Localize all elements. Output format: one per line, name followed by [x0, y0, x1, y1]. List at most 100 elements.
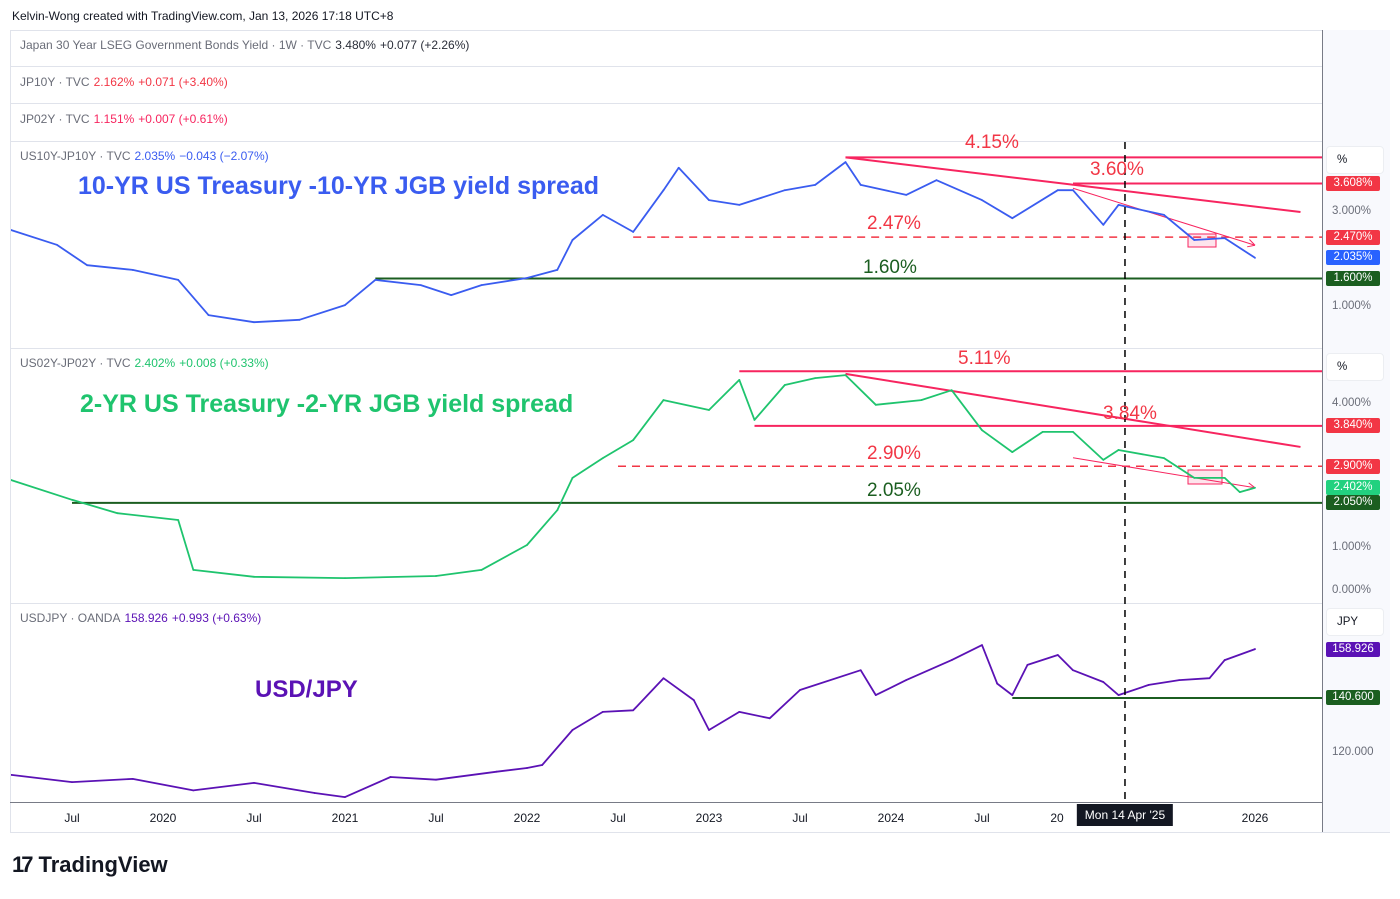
legend-value: 3.480% — [335, 38, 376, 52]
data-point — [768, 717, 771, 720]
legend-symbol: US10Y-JP10Y · TVC — [20, 149, 131, 163]
data-point — [86, 264, 89, 267]
legend-symbol: USDJPY · OANDA — [20, 611, 121, 625]
trend-line — [1072, 457, 1256, 489]
data-point — [981, 429, 983, 432]
time-tick: 2024 — [877, 811, 905, 825]
data-point — [435, 778, 437, 781]
data-point — [920, 399, 923, 401]
data-point — [708, 409, 710, 411]
data-point — [632, 439, 635, 441]
legend-value: 2.402% — [134, 356, 176, 370]
data-point — [662, 399, 665, 401]
data-point — [950, 389, 953, 392]
data-point — [996, 682, 999, 685]
series-line — [11, 161, 1256, 324]
data-point — [1117, 694, 1120, 696]
data-point — [859, 669, 862, 672]
legend-change: +0.993 (+0.63%) — [171, 611, 262, 625]
level-label: 5.11% — [958, 348, 1011, 370]
arrow-head — [1247, 244, 1256, 248]
price-tick: 0.000% — [1332, 584, 1372, 596]
crosshair-time-label: Mon 14 Apr '25 — [1076, 804, 1174, 826]
data-point — [55, 243, 58, 246]
unit-button[interactable]: % — [1326, 146, 1384, 174]
price-label: 1.600% — [1326, 271, 1380, 286]
data-point — [571, 729, 574, 731]
data-point — [905, 679, 908, 682]
data-point — [11, 479, 13, 481]
data-point — [313, 792, 316, 794]
legend-symbol: US02Y-JP02Y · TVC — [20, 356, 131, 370]
level-label: 4.15% — [965, 132, 1019, 154]
data-point — [480, 284, 483, 287]
data-point — [981, 199, 983, 202]
price-label: 158.926 — [1326, 641, 1380, 657]
data-point — [207, 314, 210, 316]
data-point — [601, 457, 604, 460]
pane-2 — [11, 644, 1322, 798]
data-point — [783, 189, 786, 192]
data-point — [677, 166, 680, 169]
legend-3: US10Y-JP10Y · TVC 2.035% −0.043 (−2.07%) — [20, 149, 269, 163]
data-point — [874, 694, 877, 696]
legend-2: JP02Y · TVC 1.151% +0.007 (+0.61%) — [20, 112, 228, 126]
data-point — [177, 519, 180, 521]
data-point — [450, 294, 453, 297]
data-point — [844, 161, 847, 164]
data-point — [526, 767, 528, 769]
data-point — [571, 239, 574, 241]
data-point — [192, 789, 195, 792]
data-point — [541, 764, 544, 766]
level-label: 3.60% — [1090, 158, 1144, 180]
legend-symbol: Japan 30 Year LSEG Government Bonds Yiel… — [20, 38, 332, 52]
data-point — [374, 279, 377, 281]
highlight-box — [1187, 233, 1217, 248]
unit-button[interactable]: % — [1326, 353, 1384, 381]
data-point — [632, 709, 635, 712]
data-point — [480, 569, 483, 571]
data-point — [783, 384, 786, 386]
price-label: 2.050% — [1326, 495, 1380, 511]
legend-change: −0.043 (−2.07%) — [179, 149, 269, 163]
data-point — [1011, 451, 1014, 454]
pane-title: USD/JPY — [255, 676, 358, 703]
data-point — [495, 770, 498, 773]
time-tick: 2022 — [513, 811, 541, 825]
price-label: 3.840% — [1326, 418, 1380, 434]
time-tick: Jul — [64, 811, 80, 825]
data-point — [192, 569, 195, 571]
data-point — [1254, 648, 1256, 650]
data-point — [1254, 256, 1256, 259]
unit-button[interactable]: JPY — [1326, 608, 1384, 636]
data-point — [1102, 458, 1105, 461]
data-point — [1238, 491, 1241, 493]
data-point — [1072, 669, 1074, 672]
data-point — [253, 782, 255, 784]
tradingview-logo: 17 TradingView — [12, 852, 168, 877]
data-point — [950, 659, 953, 661]
data-point — [344, 304, 346, 306]
data-point — [1056, 654, 1059, 656]
price-label: 3.608% — [1326, 175, 1380, 191]
data-point — [799, 689, 801, 691]
data-point — [1254, 486, 1256, 489]
legend-value: 2.162% — [93, 75, 135, 89]
data-point — [874, 403, 877, 406]
data-point — [1102, 681, 1105, 683]
data-point — [1072, 189, 1074, 192]
data-point — [11, 773, 13, 776]
legend-5: USDJPY · OANDA 158.926 +0.993 (+0.63%) — [20, 611, 261, 625]
data-point — [344, 577, 346, 579]
time-tick: 2023 — [695, 811, 723, 825]
level-label: 1.60% — [863, 256, 917, 278]
data-point — [692, 699, 695, 702]
legend-symbol: JP02Y · TVC — [20, 112, 90, 126]
logo-mark-icon: 17 — [12, 852, 34, 877]
price-tick: 1.000% — [1332, 541, 1372, 553]
time-tick: 2020 — [149, 811, 177, 825]
time-tick: Jul — [792, 811, 808, 825]
data-point — [981, 644, 983, 647]
data-point — [708, 199, 710, 202]
